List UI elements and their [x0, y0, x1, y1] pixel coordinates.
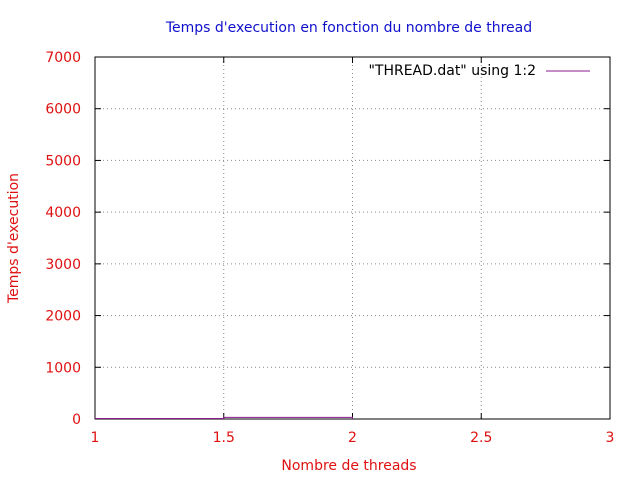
legend: "THREAD.dat" using 1:2: [368, 63, 590, 79]
grid: [95, 57, 610, 419]
x-tick-label: 1: [91, 430, 100, 446]
series-layer: [95, 416, 353, 419]
x-tick-label: 1.5: [213, 430, 235, 446]
x-axis-label: Nombre de threads: [281, 458, 416, 474]
y-tick-label: 3000: [45, 257, 81, 273]
legend-entry-label: "THREAD.dat" using 1:2: [368, 63, 536, 79]
y-axis-label: Temps d'execution: [6, 173, 22, 304]
series-line: [95, 416, 353, 419]
axis-ticks: 1 1.5 2 2.5 3 0 1000 2000 3000 4000 5000 6000 7000: [45, 50, 614, 446]
y-tick-label: 6000: [45, 102, 81, 118]
y-tick-label: 0: [72, 412, 81, 428]
y-tick-label: 7000: [45, 50, 81, 66]
chart-title: Temps d'execution en fonction du nombre …: [165, 20, 532, 36]
y-tick-label: 5000: [45, 153, 81, 169]
x-tick-label: 3: [606, 430, 615, 446]
x-tick-label: 2: [348, 430, 357, 446]
y-tick-label: 4000: [45, 205, 81, 221]
y-tick-label: 1000: [45, 360, 81, 376]
x-tick-label: 2.5: [470, 430, 492, 446]
y-tick-label: 2000: [45, 309, 81, 325]
